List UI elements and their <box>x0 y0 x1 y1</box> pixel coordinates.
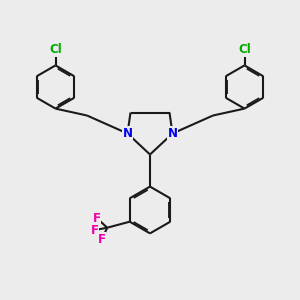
Text: Cl: Cl <box>49 43 62 56</box>
Text: N: N <box>122 127 133 140</box>
Text: Cl: Cl <box>238 43 251 56</box>
Text: F: F <box>93 212 101 225</box>
Text: F: F <box>91 224 99 237</box>
Text: N: N <box>167 127 178 140</box>
Text: F: F <box>98 232 106 246</box>
